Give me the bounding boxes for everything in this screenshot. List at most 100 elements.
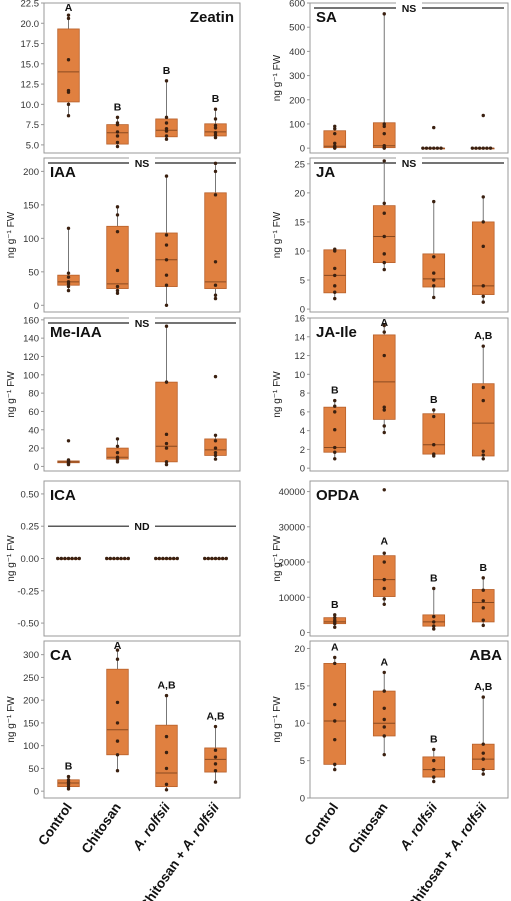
- data-point: [421, 146, 425, 150]
- y-tick-label: 50: [28, 764, 39, 775]
- data-point: [66, 16, 71, 21]
- significance-label: ND: [134, 521, 150, 533]
- box-iqr: [471, 383, 495, 457]
- category-label-1: Control: [35, 800, 75, 848]
- y-tick-label: -0.25: [17, 586, 39, 597]
- y-tick-label: 12.5: [21, 80, 40, 91]
- box-4: [471, 195, 495, 304]
- y-tick-label: 60: [28, 407, 39, 418]
- data-point: [432, 758, 436, 763]
- data-point: [333, 767, 337, 772]
- box-3: [155, 324, 178, 467]
- y-tick-label: 20: [294, 188, 305, 199]
- box-iqr: [155, 724, 178, 788]
- data-point: [382, 577, 386, 582]
- box-4: [203, 556, 228, 561]
- panel-ja: 0 5 10 15 20 25 ng g⁻¹ FW JA NS: [272, 157, 509, 316]
- data-point: [333, 144, 337, 148]
- data-point: [66, 458, 71, 462]
- y-tick-label: 0.25: [21, 522, 40, 533]
- y-tick-label: 17.5: [21, 39, 40, 50]
- box-iqr: [372, 555, 396, 597]
- y-tick-label: -0.50: [17, 619, 39, 630]
- y-tick-label: 6: [300, 407, 305, 418]
- data-point: [382, 689, 386, 693]
- data-point: [66, 58, 71, 62]
- group-letter: A,B: [474, 330, 493, 342]
- data-point: [382, 330, 386, 334]
- data-point: [481, 742, 485, 746]
- y-tick-label: 30000: [279, 522, 305, 533]
- data-point: [333, 661, 337, 666]
- y-tick-label: 0: [300, 464, 305, 475]
- data-point: [333, 737, 337, 742]
- y-tick-label: 5: [300, 276, 305, 287]
- data-point: [115, 284, 120, 289]
- data-point: [382, 752, 386, 757]
- data-point: [432, 747, 436, 752]
- box-1: B: [57, 761, 80, 791]
- y-tick-label: 10: [294, 246, 305, 257]
- data-point: [105, 556, 109, 561]
- y-tick-label: 20: [294, 644, 305, 655]
- category-label-1: Control: [301, 800, 341, 848]
- data-point: [66, 778, 71, 782]
- category-label-part: A. rolfsii: [178, 800, 222, 854]
- data-point: [164, 788, 169, 792]
- data-point: [115, 444, 120, 448]
- y-tick-label: 20: [28, 444, 39, 455]
- y-tick-label: 600: [289, 0, 305, 10]
- y-tick-label: 15: [294, 681, 305, 692]
- category-label-part: Chitosan +: [404, 844, 458, 901]
- significance-label: NS: [402, 3, 417, 15]
- y-axis-label: ng g⁻¹ FW: [6, 696, 17, 743]
- data-point: [210, 556, 214, 561]
- y-tick-label: 400: [289, 47, 305, 58]
- data-point: [115, 115, 120, 120]
- panel-frame: [309, 640, 509, 799]
- data-point: [213, 453, 218, 458]
- y-tick-label: 150: [23, 718, 39, 729]
- group-letter: B: [430, 733, 438, 745]
- data-point: [56, 556, 60, 561]
- y-tick-label: 0: [34, 462, 39, 473]
- data-point: [382, 734, 386, 738]
- box-1: [323, 247, 347, 301]
- box-iqr: [204, 192, 227, 289]
- data-point: [382, 211, 386, 215]
- category-label-2: Chitosan: [79, 800, 124, 856]
- box-4: B: [204, 93, 227, 140]
- data-point: [481, 606, 485, 610]
- box-3: A,B: [155, 680, 178, 792]
- box-iqr: [422, 253, 446, 288]
- data-point: [333, 719, 337, 723]
- box-iqr: [422, 413, 446, 455]
- box-2: A: [106, 640, 129, 773]
- y-tick-label: 0.00: [21, 554, 40, 565]
- data-point: [382, 323, 386, 328]
- panel-frame: [309, 317, 509, 472]
- y-tick-label: 10: [294, 370, 305, 381]
- data-point: [481, 398, 485, 403]
- data-point: [432, 408, 436, 412]
- data-point: [213, 135, 218, 140]
- data-point: [164, 233, 169, 237]
- y-tick-label: 300: [23, 650, 39, 661]
- data-point: [481, 767, 485, 772]
- box-iqr: [323, 663, 347, 765]
- data-point: [164, 556, 169, 561]
- y-tick-label: 100: [23, 741, 39, 752]
- data-point: [213, 724, 218, 729]
- y-tick-label: 12: [294, 351, 305, 362]
- data-point: [115, 556, 120, 561]
- data-point: [66, 271, 71, 275]
- data-point: [164, 693, 169, 698]
- data-point: [382, 424, 386, 428]
- box-4: A,B: [204, 711, 227, 784]
- category-label-2: Chitosan: [345, 800, 390, 856]
- data-point: [432, 125, 436, 130]
- data-point: [481, 300, 485, 304]
- data-point: [213, 780, 218, 784]
- data-point: [333, 615, 337, 620]
- data-point: [213, 293, 218, 297]
